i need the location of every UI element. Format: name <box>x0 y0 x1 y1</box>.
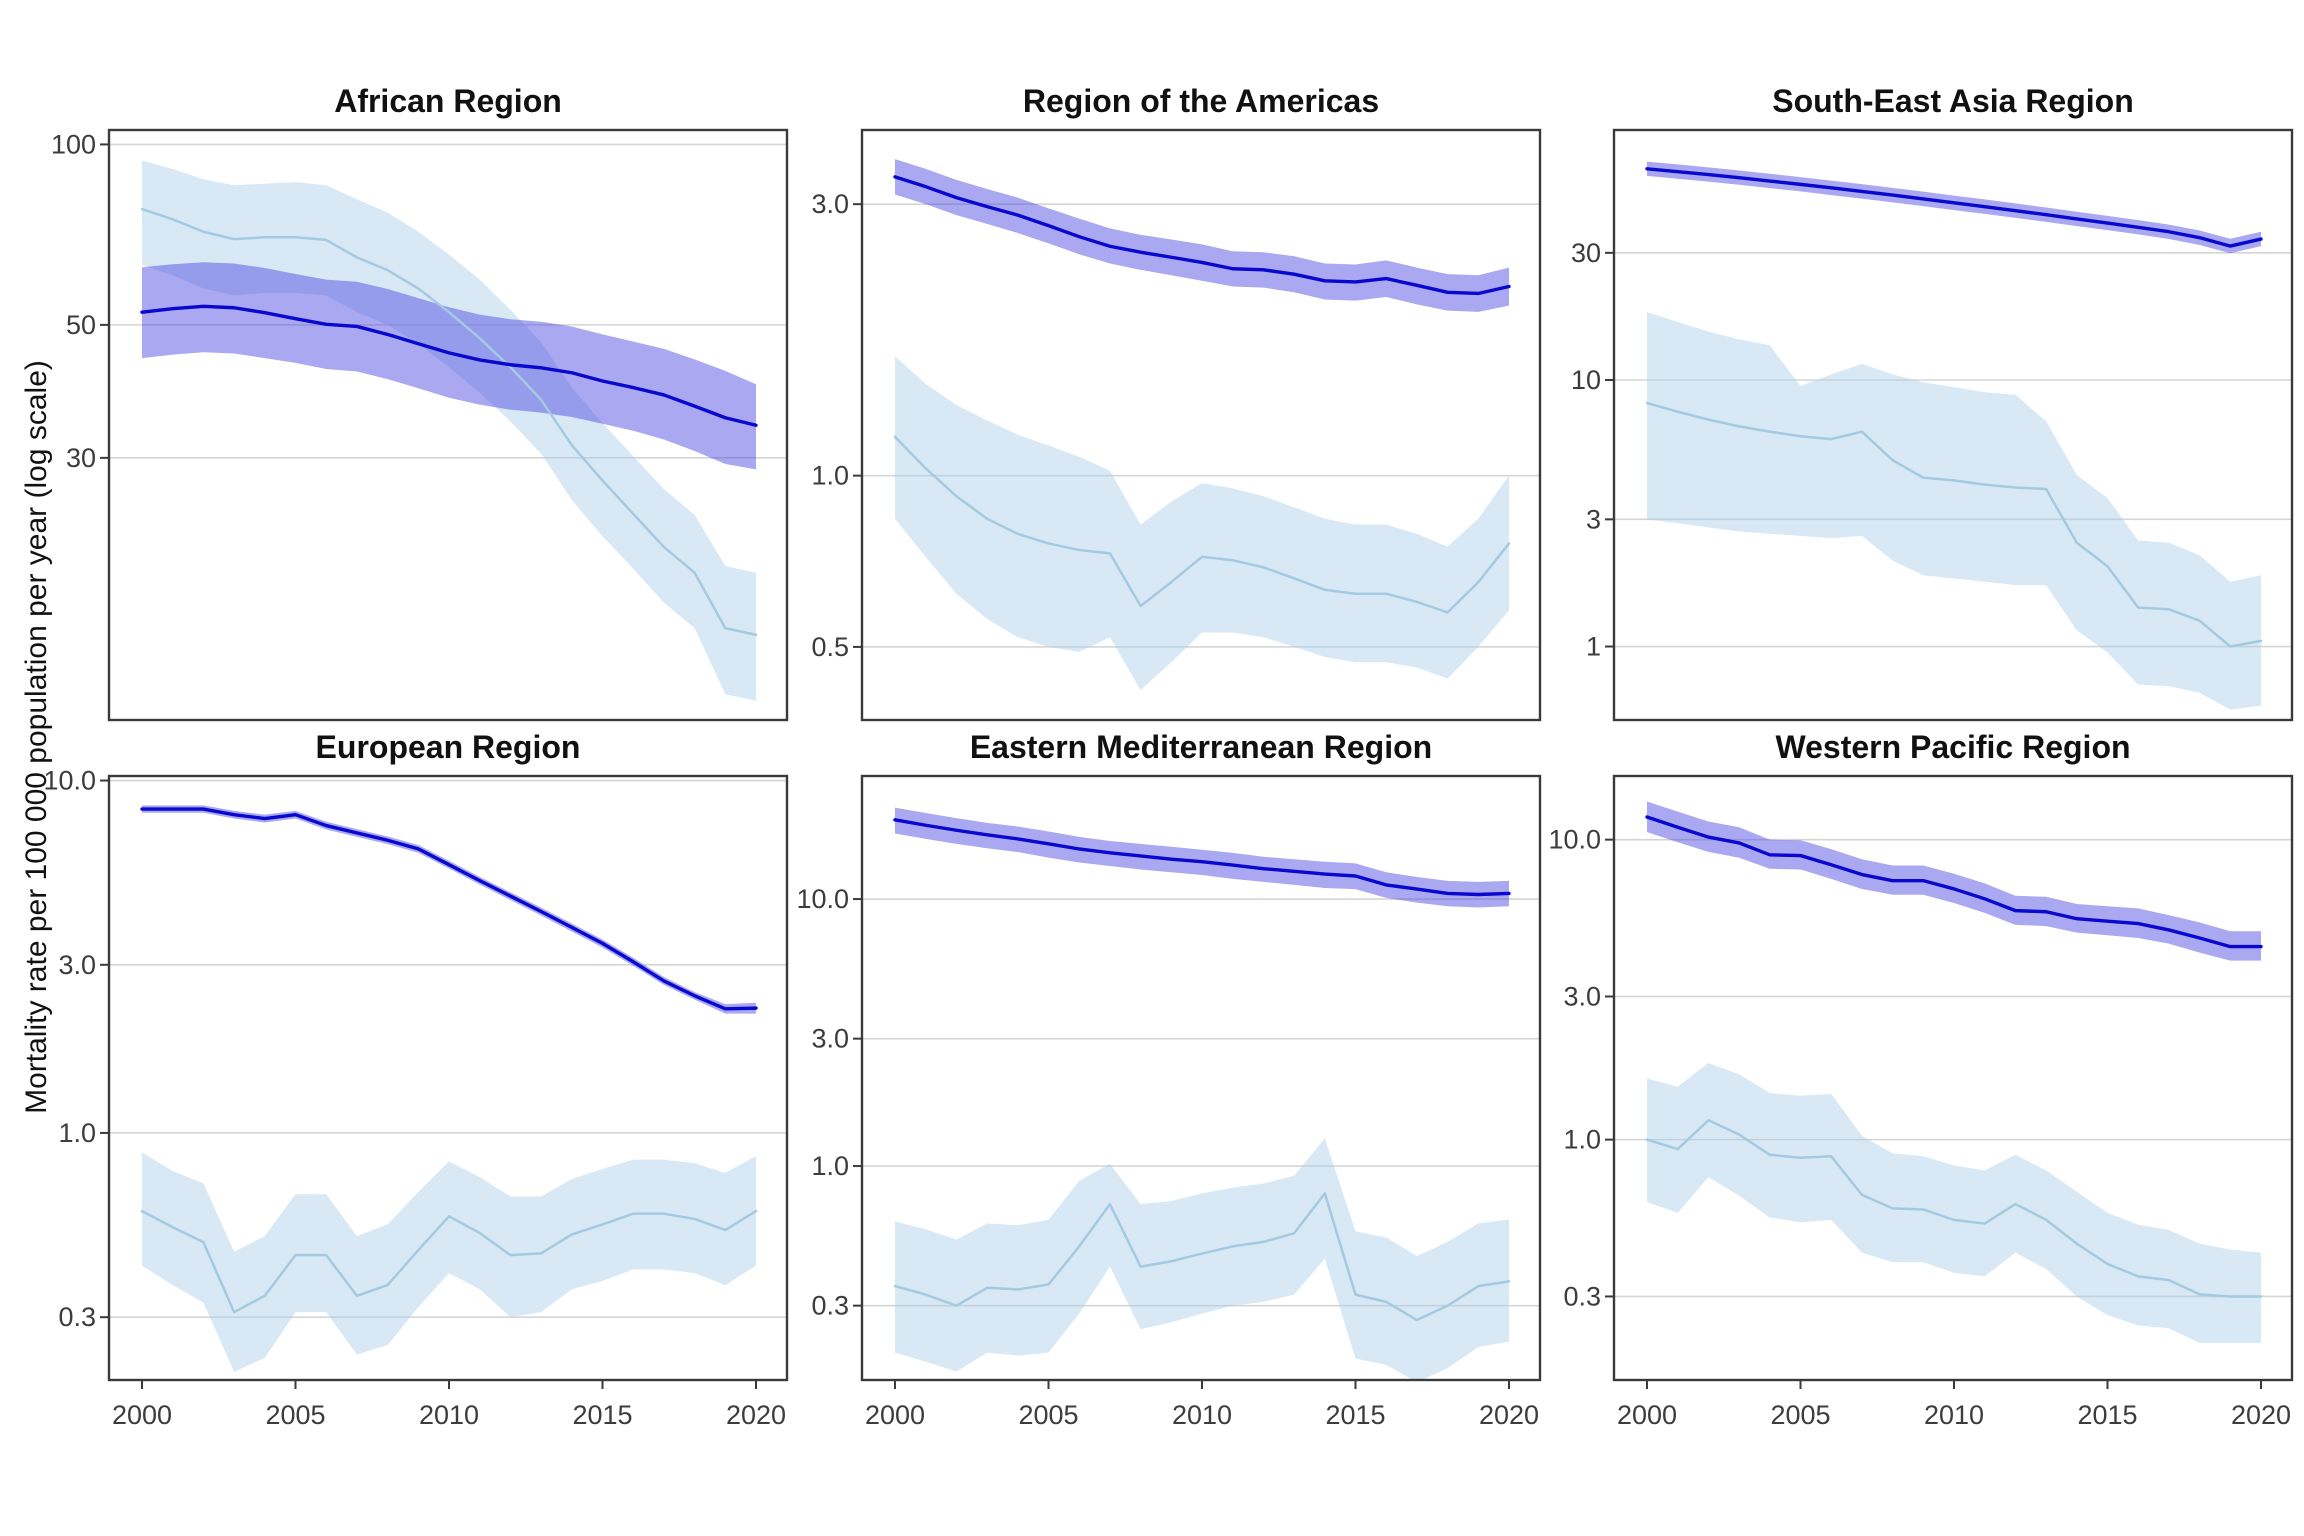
panel-title: South-East Asia Region <box>1772 83 2134 119</box>
panel-border <box>860 128 1542 722</box>
x-tick-label: 2005 <box>1018 1400 1078 1430</box>
plot-area <box>1645 161 2263 710</box>
panel-european-region: European Region 10.0 3.0 1.0 0.3 2000 2005 2010… <box>43 729 789 1430</box>
x-tick-label: 2010 <box>419 1400 479 1430</box>
light-line <box>140 207 758 637</box>
y-tick-label: 1.0 <box>1563 1125 1601 1155</box>
dark-line <box>893 818 1511 897</box>
plot-area <box>1645 801 2263 1343</box>
y-tick-label: 3.0 <box>58 950 96 980</box>
y-tick-label: 10.0 <box>796 884 849 914</box>
y-tick-label: 3.0 <box>811 189 849 219</box>
light-ribbon <box>895 1138 1509 1380</box>
x-tick-label: 2000 <box>1617 1400 1677 1430</box>
y-tick-label: 30 <box>66 443 96 473</box>
panel-african-region: African Region 100 50 30 <box>51 83 789 722</box>
dark-line <box>140 807 758 1011</box>
panel-title: Region of the Americas <box>1023 83 1379 119</box>
y-tick-label: 3.0 <box>1563 981 1601 1011</box>
panel-title: African Region <box>334 83 562 119</box>
panel-south-east-asia-region: South-East Asia Region 30 10 3 1 <box>1571 83 2294 722</box>
light-ribbon <box>1647 1063 2261 1343</box>
dark-ribbon <box>142 805 756 1014</box>
dark-ribbon <box>1647 801 2261 961</box>
y-tick-label: 1.0 <box>811 461 849 491</box>
panel-title: Eastern Mediterranean Region <box>970 729 1432 765</box>
x-tick-label: 2020 <box>2231 1400 2291 1430</box>
x-tick-label: 2015 <box>1325 1400 1385 1430</box>
panel-eastern-mediterranean-region: Eastern Mediterranean Region 10.0 3.0 1.0 0.… <box>796 729 1542 1430</box>
x-tick-label: 2020 <box>726 1400 786 1430</box>
y-tick-label: 1.0 <box>58 1118 96 1148</box>
light-line <box>140 1209 758 1314</box>
dark-line <box>140 304 758 427</box>
light-line <box>1645 401 2263 648</box>
y-tick-label: 3 <box>1586 504 1601 534</box>
x-tick-label: 2010 <box>1172 1400 1232 1430</box>
y-tick-label: 10.0 <box>1548 825 1601 855</box>
plot-area <box>893 159 1511 691</box>
dark-ribbon <box>1647 161 2261 254</box>
y-tick-label: 3.0 <box>811 1024 849 1054</box>
x-tick-label: 2005 <box>1770 1400 1830 1430</box>
panel-western-pacific-region: Western Pacific Region 10.0 3.0 1.0 0.3 2000 2… <box>1548 729 2294 1430</box>
y-tick-label: 10 <box>1571 365 1601 395</box>
plot-area <box>140 805 758 1372</box>
y-tick-label: 50 <box>66 310 96 340</box>
panel-border <box>107 128 789 722</box>
plot-area <box>893 807 1511 1380</box>
x-tick-label: 2010 <box>1924 1400 1984 1430</box>
light-line <box>893 1192 1511 1322</box>
x-tick-label: 2000 <box>112 1400 172 1430</box>
y-tick-label: 100 <box>51 129 96 159</box>
x-tick-label: 2005 <box>265 1400 325 1430</box>
x-tick-label: 2015 <box>2077 1400 2137 1430</box>
light-line <box>1645 1119 2263 1298</box>
dark-ribbon <box>142 262 756 470</box>
y-tick-label: 0.3 <box>1563 1281 1601 1311</box>
x-tick-label: 2015 <box>572 1400 632 1430</box>
dark-ribbon <box>895 807 1509 908</box>
x-tick-label: 2000 <box>865 1400 925 1430</box>
panel-border <box>1612 128 2294 722</box>
panel-title: Western Pacific Region <box>1775 729 2130 765</box>
dark-line <box>1645 815 2263 949</box>
dark-line <box>893 175 1511 296</box>
x-tick-label: 2020 <box>1479 1400 1539 1430</box>
y-tick-label: 0.3 <box>811 1291 849 1321</box>
y-tick-label: 30 <box>1571 238 1601 268</box>
panel-region-of-the-americas: Region of the Americas 3.0 1.0 0.5 <box>811 83 1542 722</box>
plot-area <box>140 160 758 701</box>
y-tick-label: 0.3 <box>58 1302 96 1332</box>
panel-title: European Region <box>316 729 581 765</box>
y-tick-label: 1 <box>1586 632 1601 662</box>
light-ribbon <box>895 356 1509 691</box>
light-ribbon <box>142 160 756 701</box>
y-tick-label: 0.5 <box>811 632 849 662</box>
light-ribbon <box>142 1152 756 1372</box>
light-ribbon <box>1647 311 2261 710</box>
dark-ribbon <box>895 159 1509 312</box>
y-tick-label: 1.0 <box>811 1151 849 1181</box>
dark-line <box>1645 167 2263 248</box>
y-tick-label: 10.0 <box>43 766 96 796</box>
light-line <box>893 435 1511 614</box>
